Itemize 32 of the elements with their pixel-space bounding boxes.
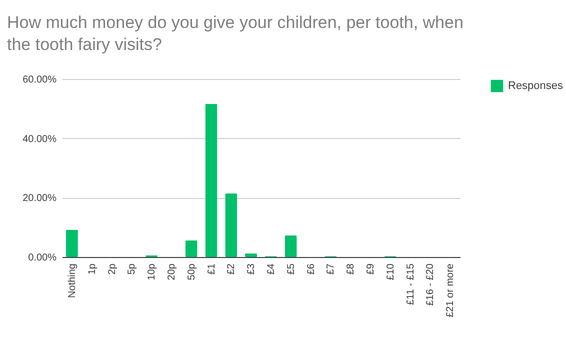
bar xyxy=(225,194,238,257)
x-tick-label: £2 xyxy=(226,263,238,275)
x-tick-label: £21 or more xyxy=(445,263,456,318)
x-tick-label: £7 xyxy=(326,263,337,275)
x-tick-label: £11 - £15 xyxy=(405,263,416,306)
bar xyxy=(185,240,198,257)
x-tick-label: £4 xyxy=(266,263,277,275)
x-tick-label: £9 xyxy=(365,263,376,275)
y-tick-label: 40.00% xyxy=(22,134,57,145)
chart-title: How much money do you give your children, per tooth, when the tooth fairy visits? xyxy=(7,13,464,54)
x-tick-label: £6 xyxy=(306,263,317,275)
x-tick-label: Nothing xyxy=(66,264,78,298)
y-tick-label: 60.00% xyxy=(22,74,57,86)
x-tick-label: £16 - £20 xyxy=(425,263,436,306)
x-tick-label: 2p xyxy=(106,263,118,275)
x-tick-label: £8 xyxy=(346,263,357,275)
y-tick-label: 20.00% xyxy=(22,193,57,204)
legend-label: Responses xyxy=(508,80,564,92)
bar xyxy=(284,235,297,257)
x-tick-label: 5p xyxy=(126,263,138,275)
x-tick-label: 20p xyxy=(166,263,178,280)
x-tick-label: £10 xyxy=(385,263,396,280)
x-tick-label: 50p xyxy=(186,263,198,280)
x-tick-label: 10p xyxy=(146,263,158,280)
bar xyxy=(205,104,218,257)
x-tick-label: £5 xyxy=(286,263,297,275)
bar xyxy=(66,230,78,257)
x-tick-label: £1 xyxy=(206,263,218,275)
x-tick-label: 1p xyxy=(86,263,98,275)
bar xyxy=(245,253,258,257)
x-tick-label: £3 xyxy=(246,263,258,275)
y-tick-label: 0.00% xyxy=(28,252,57,264)
